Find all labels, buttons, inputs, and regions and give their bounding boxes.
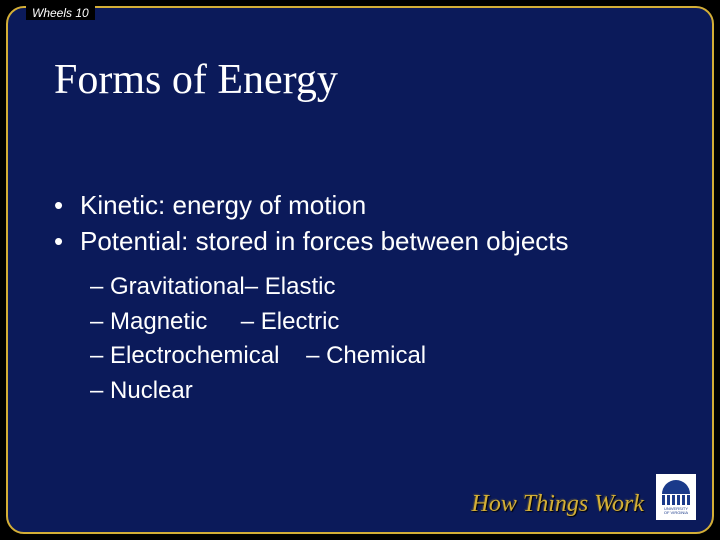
seal-columns-icon (662, 495, 690, 505)
bullet-item: • Kinetic: energy of motion (54, 188, 682, 224)
sub-bullet-row: – Magnetic – Electric (90, 305, 682, 340)
slide-number-label: Wheels 10 (26, 6, 95, 20)
seal-dome-icon (662, 480, 690, 494)
uva-seal-icon: UNIVERSITYOF VIRGINIA (654, 472, 698, 522)
bullet-text: Kinetic: energy of motion (80, 188, 366, 224)
slide-content: Forms of Energy • Kinetic: energy of mot… (54, 56, 682, 409)
bullet-list: • Kinetic: energy of motion • Potential:… (54, 188, 682, 409)
seal-caption: UNIVERSITYOF VIRGINIA (664, 507, 688, 515)
bullet-item: • Potential: stored in forces between ob… (54, 224, 682, 260)
bullet-mark: • (54, 188, 80, 224)
slide-frame: Wheels 10 Forms of Energy • Kinetic: ene… (6, 6, 714, 534)
slide-footer: How Things Work UNIVERSITYOF VIRGINIA (472, 472, 698, 522)
sub-bullet-row: – Gravitational– Elastic (90, 270, 682, 305)
bullet-text: Potential: stored in forces between obje… (80, 224, 569, 260)
bullet-mark: • (54, 224, 80, 260)
footer-brand-text: How Things Work (472, 491, 644, 522)
sub-bullet-list: – Gravitational– Elastic – Magnetic – El… (90, 270, 682, 409)
sub-bullet-row: – Nuclear (90, 374, 682, 409)
slide-title: Forms of Energy (54, 56, 682, 104)
sub-bullet-row: – Electrochemical – Chemical (90, 339, 682, 374)
